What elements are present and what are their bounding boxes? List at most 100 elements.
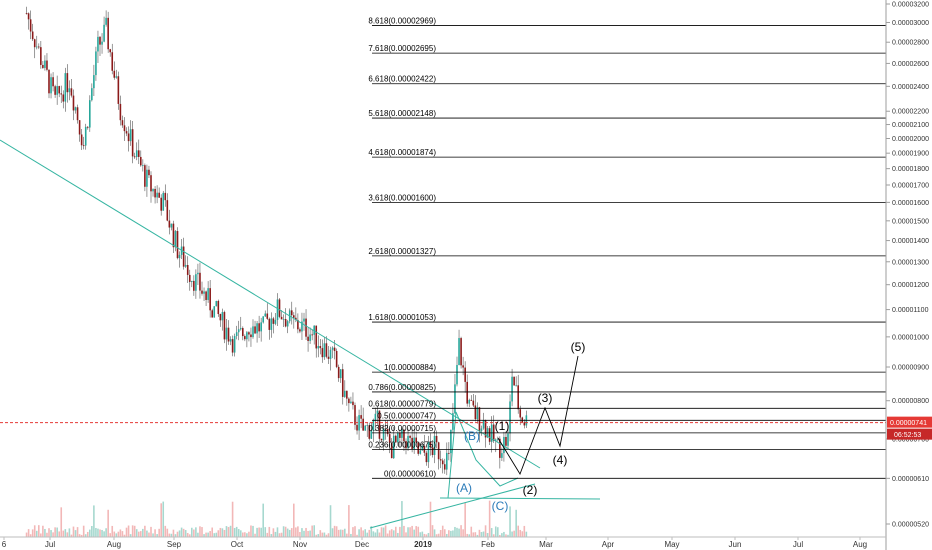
volume-bar (195, 527, 197, 537)
price-tick-label: 0.00002600 (892, 61, 929, 68)
volume-bar (203, 534, 205, 537)
volume-bar (227, 527, 230, 537)
candle-body (152, 188, 154, 192)
candle-body (172, 223, 175, 248)
volume-bar (523, 525, 526, 537)
time-tick-label: Dec (355, 540, 369, 549)
candle-body (50, 77, 52, 94)
time-tick-label: Aug (853, 540, 867, 549)
price-axis[interactable]: 0.00003200 0.00003000 0.00002800 0.00002600… (885, 0, 929, 550)
volume-bar (223, 529, 226, 537)
candle-body (256, 323, 258, 334)
candle-body (337, 366, 340, 379)
volume-bar (274, 531, 277, 537)
volume-bar (176, 531, 179, 537)
volume-bar (319, 530, 322, 537)
time-axis[interactable]: 6 Jul Aug Sep Oct Nov Dec 2019 Feb Mar Apr May Jun Ju… (0, 536, 886, 549)
volume-bar (446, 533, 448, 537)
candle-body (519, 409, 522, 418)
price-tick-label: 0.00003200 (892, 2, 929, 9)
candle-body (411, 437, 413, 450)
volume-bar (270, 534, 273, 537)
candle-body (193, 280, 195, 291)
candle-body (178, 254, 181, 259)
candle-body (297, 319, 299, 330)
volume-bar (356, 534, 358, 537)
countdown-badge-text: 06:52:53 (894, 432, 921, 439)
candle-body (513, 376, 515, 386)
volume-bar (354, 526, 356, 537)
candle-body (521, 417, 524, 423)
candle-body (327, 356, 330, 359)
candle-body (399, 432, 401, 438)
volume-bar (464, 502, 466, 537)
candle-body (101, 41, 103, 45)
candle-body (466, 381, 468, 404)
candle-body (191, 280, 193, 282)
candle-body (231, 339, 234, 353)
volume-bar (172, 529, 175, 537)
volume-bar (142, 528, 144, 537)
volume-bar (315, 534, 318, 537)
candle-body (266, 313, 269, 319)
candle-body (229, 339, 232, 342)
volume-bar (425, 534, 428, 537)
volume-bar (413, 529, 415, 537)
candle-body (499, 438, 501, 458)
candle-body (317, 346, 320, 349)
volume-bar (140, 531, 142, 537)
volume-bar (443, 529, 446, 537)
volume-bar (382, 527, 385, 537)
candle-body (503, 436, 505, 454)
volume-bar (215, 532, 218, 537)
candle-body (31, 31, 34, 40)
candle-body (160, 197, 162, 211)
volume-bar (207, 532, 209, 537)
volume-bar (46, 532, 48, 537)
volume-bar (184, 530, 187, 537)
candle-body (237, 329, 240, 333)
candle-body (156, 192, 158, 198)
candle-body (456, 364, 458, 385)
volume-bar (272, 528, 275, 537)
volume-bar (25, 532, 28, 537)
volume-bar (27, 529, 30, 537)
volume-bar (52, 532, 54, 537)
volume-bar (525, 531, 528, 537)
volume-bar (123, 534, 126, 537)
candle-body (407, 435, 409, 449)
current-price-badge-text: 0.00000741 (890, 420, 927, 427)
volume-bar (233, 527, 236, 537)
volume-bar (337, 529, 340, 537)
candle-body (488, 428, 491, 442)
candle-body (258, 323, 260, 332)
volume-bar (38, 525, 40, 537)
volume-bar (501, 533, 503, 537)
volume-bar (392, 530, 395, 537)
volume-bar (76, 527, 79, 537)
candle-body (97, 36, 99, 52)
candle-body (227, 327, 230, 342)
price-tick-label: 0.00002000 (892, 136, 929, 143)
volume-bar (421, 531, 424, 537)
candle-body (368, 425, 371, 439)
candle-body (252, 326, 254, 338)
volume-bar (380, 527, 383, 537)
wave-label: (5) (571, 340, 586, 354)
volume-bar (131, 525, 134, 537)
candle-body (339, 369, 342, 379)
volume-bar (121, 531, 124, 537)
volume-bar (50, 530, 52, 537)
time-tick-label: Mar (539, 540, 553, 549)
price-tick-label: 0.00000900 (892, 365, 929, 372)
volume-bar (313, 525, 315, 537)
candle-body (284, 319, 287, 327)
volume-bar (91, 526, 93, 537)
volume-bar (244, 532, 246, 537)
volume-bar (250, 525, 252, 537)
candle-body (388, 434, 391, 443)
candle-body (276, 299, 279, 321)
volume-bar (325, 534, 328, 537)
volume-bar (258, 527, 260, 537)
